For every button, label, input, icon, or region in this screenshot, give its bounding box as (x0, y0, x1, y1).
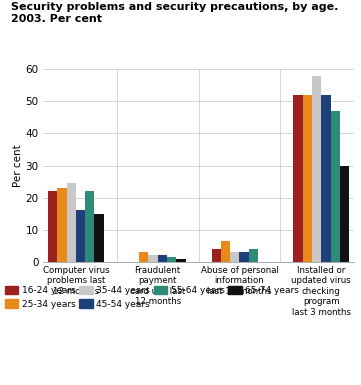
Bar (148, 255, 158, 262)
Bar (212, 249, 221, 262)
Y-axis label: Per cent: Per cent (13, 144, 22, 187)
Bar (57, 188, 66, 262)
Bar (293, 95, 303, 262)
Bar (66, 183, 76, 262)
Text: Security problems and security precautions, by age.
2003. Per cent: Security problems and security precautio… (11, 2, 338, 24)
Bar (76, 211, 85, 262)
Bar (331, 111, 340, 262)
Bar (176, 259, 186, 262)
Bar (167, 257, 176, 262)
Legend: 16-24 years, 25-34 years, 35-44 years, 45-54 years, 55-64 years, 65-74 years: 16-24 years, 25-34 years, 35-44 years, 4… (5, 286, 299, 309)
Bar (48, 191, 57, 262)
Bar (95, 214, 104, 262)
Bar (340, 166, 349, 262)
Bar (230, 252, 239, 262)
Bar (312, 76, 321, 262)
Bar (239, 252, 249, 262)
Bar (158, 255, 167, 262)
Bar (221, 241, 230, 262)
Bar (139, 252, 148, 262)
Bar (303, 95, 312, 262)
Bar (321, 95, 331, 262)
Bar (85, 191, 95, 262)
Bar (249, 249, 258, 262)
